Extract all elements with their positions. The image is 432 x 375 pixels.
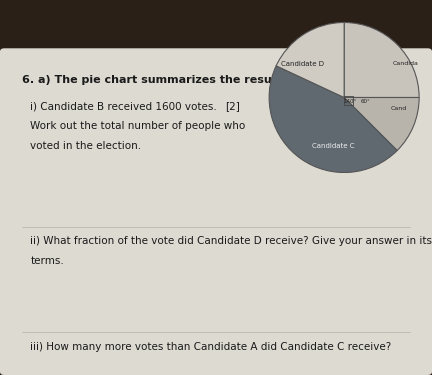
Text: iii) How many more votes than Candidate A did Candidate C receive?: iii) How many more votes than Candidate … [30, 342, 391, 352]
Text: 140°: 140° [343, 99, 357, 104]
Text: i) Candidate B received 1600 votes.: i) Candidate B received 1600 votes. [30, 101, 217, 111]
Text: ii) What fraction of the vote did Candidate D receive? Give your answer in its l: ii) What fraction of the vote did Candid… [30, 236, 432, 246]
Bar [344, 96, 353, 105]
Text: Candida: Candida [393, 61, 419, 66]
Text: voted in the election.: voted in the election. [30, 141, 141, 151]
FancyBboxPatch shape [0, 48, 432, 375]
Wedge shape [276, 22, 344, 98]
Text: Cand: Cand [391, 106, 407, 111]
Text: 60°: 60° [360, 99, 370, 104]
Text: 6. a) The pie chart summarizes the results of a local election.: 6. a) The pie chart summarizes the resul… [22, 75, 406, 85]
Text: Work out the total number of people who: Work out the total number of people who [30, 121, 245, 131]
Text: terms.: terms. [30, 256, 64, 266]
Text: Candidate D: Candidate D [281, 61, 324, 67]
Wedge shape [344, 98, 419, 150]
Wedge shape [269, 66, 397, 172]
Text: [2]: [2] [225, 101, 239, 111]
Text: Candidate C: Candidate C [311, 143, 354, 149]
Wedge shape [344, 22, 419, 98]
